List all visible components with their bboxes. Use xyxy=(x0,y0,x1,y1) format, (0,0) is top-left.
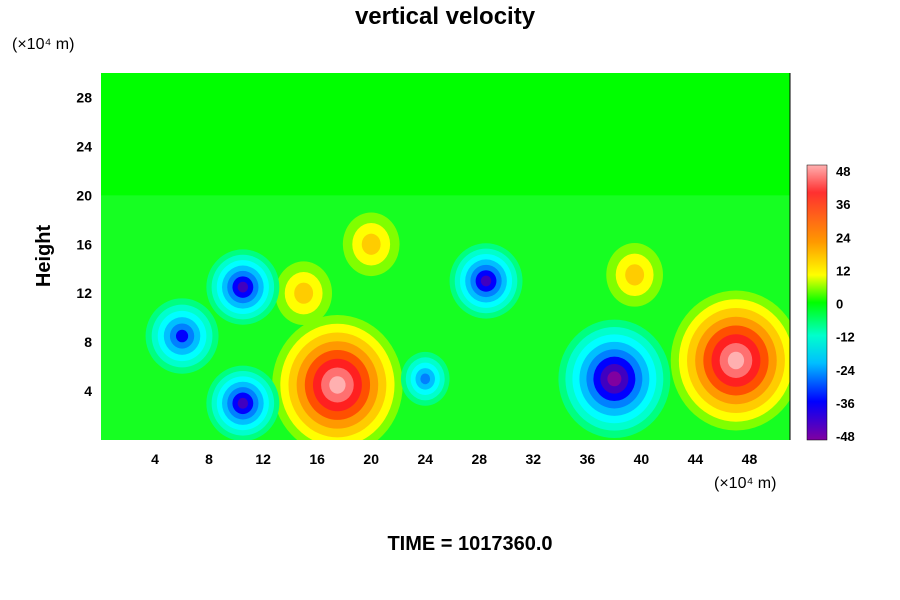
colorbar: 48 36 24 12 0 -12 -24 -36 -48 xyxy=(806,164,856,444)
downdraft-contour xyxy=(237,281,249,293)
updraft-contour xyxy=(329,376,346,394)
downdraft-cell xyxy=(449,243,523,319)
downdraft-cell xyxy=(400,351,450,406)
downdraft-contour xyxy=(607,371,622,387)
x-tick-label: 48 xyxy=(742,451,758,467)
updraft-contour xyxy=(361,233,381,255)
x-tick-label: 32 xyxy=(526,451,542,467)
y-tick-label: 20 xyxy=(76,187,92,203)
downdraft-contour xyxy=(175,329,189,343)
updraft-cell xyxy=(670,290,790,431)
downdraft-contour xyxy=(420,373,431,385)
downdraft-cell xyxy=(206,365,280,440)
colorbar-tick-label: 12 xyxy=(836,263,850,278)
colorbar-tick-label: -24 xyxy=(836,363,856,378)
updraft-cell xyxy=(342,212,400,277)
y-tick-label: 12 xyxy=(76,285,92,301)
y-tick-label: 16 xyxy=(76,236,92,252)
downdraft-contour xyxy=(237,397,249,409)
plot-area xyxy=(101,73,791,440)
colorbar-tick-label: 48 xyxy=(836,164,850,179)
x-tick-label: 40 xyxy=(634,451,650,467)
x-tick-label: 8 xyxy=(205,451,213,467)
downdraft-cell xyxy=(206,249,280,325)
y-unit-label: (×10⁴ m) xyxy=(12,36,74,53)
downdraft-cell xyxy=(558,319,671,439)
updraft-cell xyxy=(275,261,333,326)
colorbar-tick-label: -48 xyxy=(836,429,855,444)
x-unit-label: (×10⁴ m) xyxy=(714,475,776,492)
y-axis-label: Height xyxy=(33,225,55,288)
downdraft-contour xyxy=(480,275,492,287)
y-tick-labels: 4 8 12 16 20 24 28 xyxy=(76,89,92,399)
colorbar-tick-label: 0 xyxy=(836,297,843,312)
updraft-cell xyxy=(606,243,664,307)
updraft-contour xyxy=(727,351,745,370)
x-tick-label: 16 xyxy=(309,451,325,467)
x-tick-label: 12 xyxy=(255,451,271,467)
updraft-contour xyxy=(625,264,645,286)
y-tick-label: 4 xyxy=(84,383,92,399)
updraft-cell xyxy=(272,314,403,440)
x-tick-label: 28 xyxy=(471,451,487,467)
colorbar-gradient xyxy=(806,164,828,441)
time-label: TIME = 1017360.0 xyxy=(387,533,552,555)
x-tick-label: 4 xyxy=(151,451,159,467)
y-tick-label: 28 xyxy=(76,89,92,105)
y-tick-label: 8 xyxy=(84,334,92,350)
x-tick-label: 44 xyxy=(688,451,704,467)
colorbar-tick-labels: 48 36 24 12 0 -12 -24 -36 -48 xyxy=(836,164,856,444)
downdraft-cell xyxy=(145,298,219,374)
colorbar-tick-label: 24 xyxy=(836,230,851,245)
colorbar-tick-label: -36 xyxy=(836,396,855,411)
colorbar-tick-label: -12 xyxy=(836,330,855,345)
x-tick-labels: 4 8 12 16 20 24 28 32 36 40 44 48 xyxy=(151,451,757,467)
chart-title: vertical velocity xyxy=(355,3,536,30)
colorbar-tick-label: 36 xyxy=(836,197,850,212)
updraft-contour xyxy=(294,282,314,304)
x-tick-label: 24 xyxy=(417,451,433,467)
y-tick-label: 24 xyxy=(76,138,92,154)
x-tick-label: 20 xyxy=(363,451,379,467)
x-tick-label: 36 xyxy=(580,451,596,467)
